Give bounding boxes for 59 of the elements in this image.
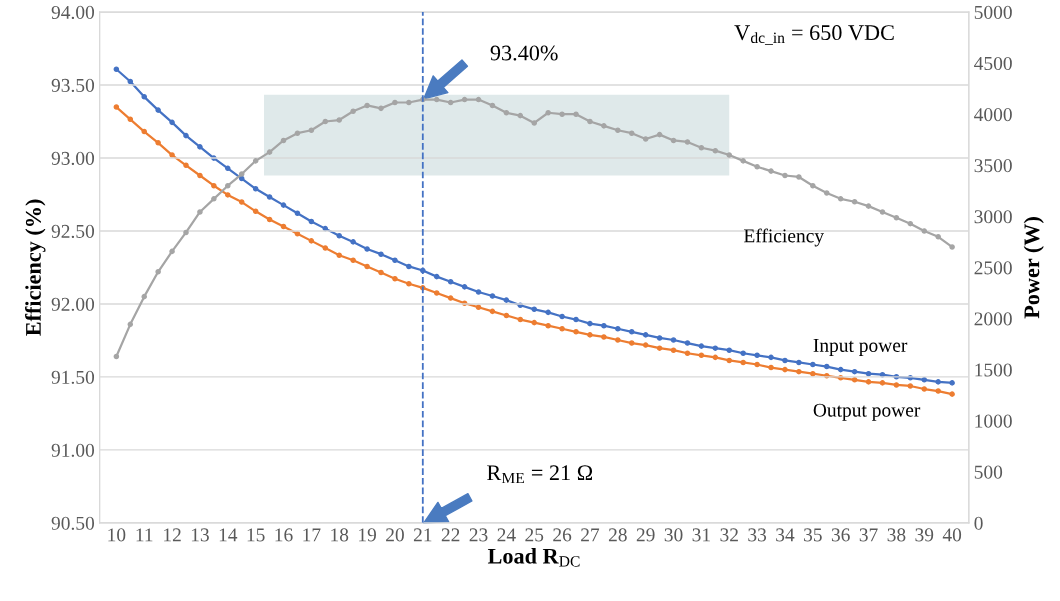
y-tick-label: 94.00 [51, 5, 95, 20]
x-tick-label: 33 [748, 528, 767, 542]
y2-axis-title: Power (W) [1023, 217, 1044, 319]
y-tick-label: 91.00 [51, 443, 95, 457]
x-tick-label: 14 [219, 528, 238, 542]
x-tick-label: 12 [164, 528, 181, 542]
y-tick-label: 92.00 [51, 297, 95, 311]
x-tick-label: 40 [942, 528, 962, 542]
y2-tick-label: 1000 [975, 414, 1012, 428]
y-tick-label: 91.50 [51, 370, 95, 384]
x-tick-label: 37 [859, 528, 878, 542]
y2-tick-label: 0 [974, 516, 983, 530]
y-axis-title: Efficiency (%) [25, 199, 46, 336]
x-tick-label: 27 [581, 528, 600, 542]
y2-tick-label: 4000 [974, 108, 1012, 122]
y-tick-label: 90.50 [51, 516, 95, 530]
x-tick-label: 13 [191, 528, 209, 542]
y2-tick-label: 2500 [974, 261, 1012, 275]
x-tick-label: 34 [776, 528, 795, 542]
x-tick-label: 31 [692, 528, 710, 542]
x-tick-label: 16 [275, 528, 293, 542]
y2-tick-label: 3500 [974, 159, 1012, 173]
x-tick-label: 32 [720, 528, 738, 542]
y2-tick-label: 4500 [974, 56, 1012, 71]
y-tick-label: 92.50 [51, 224, 95, 238]
annotation: R$_{ME}$ = 21 Ω [487, 465, 593, 484]
series-label: Output power [813, 403, 921, 421]
x-tick-label: 17 [303, 528, 321, 542]
y2-tick-label: 2000 [974, 312, 1012, 326]
y2-tick-label: 500 [974, 465, 1003, 479]
x-tick-label: 20 [386, 528, 404, 542]
x-tick-label: 21 [413, 528, 432, 542]
x-tick-label: 15 [247, 528, 265, 542]
x-tick-label: 35 [804, 528, 822, 542]
x-tick-label: 39 [915, 528, 934, 542]
y-tick-label: 93.50 [51, 78, 95, 93]
x-tick-label: 28 [608, 528, 627, 542]
annotation: 93.40% [490, 45, 558, 61]
x-tick-label: 10 [108, 528, 126, 542]
series-label: Efficiency [743, 228, 824, 247]
x-tick-label: 26 [553, 528, 572, 542]
x-tick-label: 18 [331, 528, 349, 542]
x-tick-label: 36 [831, 528, 850, 542]
x-tick-label: 23 [469, 528, 488, 542]
x-tick-label: 29 [636, 528, 655, 542]
x-tick-label: 19 [359, 528, 377, 542]
x-tick-label: 30 [664, 528, 683, 542]
y2-tick-label: 1500 [975, 363, 1012, 377]
x-tick-label: 22 [441, 528, 460, 542]
y-tick-label: 93.00 [51, 151, 95, 165]
series-label: Input power [813, 339, 908, 356]
annotation: V$_{dc_in}$ = 650 VDC [734, 25, 894, 45]
x-tick-label: 24 [497, 528, 516, 542]
x-tick-label: 25 [525, 528, 544, 542]
x-tick-label: 11 [136, 528, 153, 542]
y2-tick-label: 5000 [974, 5, 1012, 19]
x-axis-title: Load R$_{DC}$ [487, 548, 580, 567]
x-tick-label: 38 [887, 528, 906, 542]
y2-tick-label: 3000 [974, 210, 1012, 224]
